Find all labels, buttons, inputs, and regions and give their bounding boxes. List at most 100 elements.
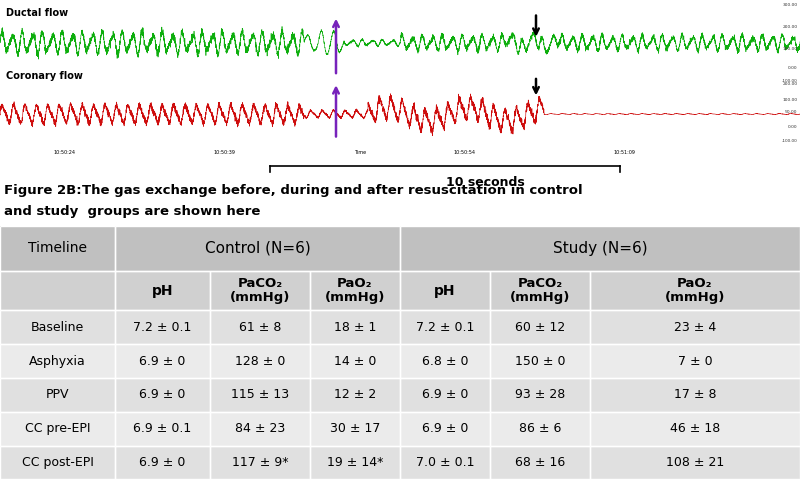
Text: 7 ± 0: 7 ± 0 bbox=[678, 355, 712, 368]
Bar bbox=[115, 445, 210, 480]
Bar bbox=[310, 310, 400, 344]
Text: CC post-EPI: CC post-EPI bbox=[22, 456, 94, 469]
Text: Baseline: Baseline bbox=[31, 321, 84, 334]
Bar bbox=[400, 412, 490, 445]
Text: 150 ± 0: 150 ± 0 bbox=[514, 355, 566, 368]
Bar bbox=[310, 412, 400, 445]
Bar bbox=[490, 445, 590, 480]
Bar bbox=[310, 445, 400, 480]
Text: Asphyxia: Asphyxia bbox=[29, 355, 86, 368]
Text: 200.00: 200.00 bbox=[782, 82, 798, 86]
Bar bbox=[400, 344, 490, 378]
Text: 128 ± 0: 128 ± 0 bbox=[235, 355, 285, 368]
Text: PaCO₂
(mmHg): PaCO₂ (mmHg) bbox=[510, 277, 570, 304]
Bar bbox=[590, 412, 800, 445]
Bar bbox=[490, 310, 590, 344]
Bar bbox=[590, 445, 800, 480]
Text: 30 ± 17: 30 ± 17 bbox=[330, 422, 380, 435]
Text: 10:50:39: 10:50:39 bbox=[213, 150, 235, 155]
Text: 61 ± 8: 61 ± 8 bbox=[239, 321, 281, 334]
Text: 86 ± 6: 86 ± 6 bbox=[519, 422, 561, 435]
Text: 6.9 ± 0: 6.9 ± 0 bbox=[139, 355, 186, 368]
Text: 100.00: 100.00 bbox=[782, 47, 798, 51]
Bar bbox=[115, 378, 210, 412]
Text: PaCO₂
(mmHg): PaCO₂ (mmHg) bbox=[230, 277, 290, 304]
Bar bbox=[490, 344, 590, 378]
Text: 115 ± 13: 115 ± 13 bbox=[231, 388, 289, 401]
Bar bbox=[210, 445, 310, 480]
Text: 7.2 ± 0.1: 7.2 ± 0.1 bbox=[416, 321, 474, 334]
Text: 7.2 ± 0.1: 7.2 ± 0.1 bbox=[134, 321, 192, 334]
Bar bbox=[210, 412, 310, 445]
Text: Time: Time bbox=[354, 150, 366, 155]
Bar bbox=[0, 344, 115, 378]
Bar bbox=[210, 344, 310, 378]
Bar bbox=[0, 226, 115, 271]
Bar bbox=[0, 271, 115, 310]
Text: 6.9 ± 0: 6.9 ± 0 bbox=[422, 422, 468, 435]
Bar bbox=[115, 226, 400, 271]
Text: pH: pH bbox=[434, 284, 456, 298]
Bar bbox=[115, 412, 210, 445]
Text: 68 ± 16: 68 ± 16 bbox=[515, 456, 565, 469]
Text: 60 ± 12: 60 ± 12 bbox=[515, 321, 565, 334]
Text: 10:51:09: 10:51:09 bbox=[613, 150, 635, 155]
Text: 93 ± 28: 93 ± 28 bbox=[515, 388, 565, 401]
Text: 23 ± 4: 23 ± 4 bbox=[674, 321, 716, 334]
Bar bbox=[590, 378, 800, 412]
Bar bbox=[0, 378, 115, 412]
Text: 46 ± 18: 46 ± 18 bbox=[670, 422, 720, 435]
Text: Ductal flow: Ductal flow bbox=[6, 8, 69, 18]
Bar bbox=[590, 310, 800, 344]
Text: CC pre-EPI: CC pre-EPI bbox=[25, 422, 90, 435]
Text: Coronary flow: Coronary flow bbox=[6, 71, 83, 81]
Text: Control (N=6): Control (N=6) bbox=[205, 241, 310, 256]
Text: 6.8 ± 0: 6.8 ± 0 bbox=[422, 355, 468, 368]
Bar bbox=[0, 310, 115, 344]
Bar bbox=[115, 271, 210, 310]
Text: 19 ± 14*: 19 ± 14* bbox=[327, 456, 383, 469]
Text: Study (N=6): Study (N=6) bbox=[553, 241, 647, 256]
Bar bbox=[400, 445, 490, 480]
Text: 108 ± 21: 108 ± 21 bbox=[666, 456, 724, 469]
Text: -100.00: -100.00 bbox=[782, 79, 798, 83]
Bar bbox=[400, 378, 490, 412]
Text: and study  groups are shown here: and study groups are shown here bbox=[4, 205, 260, 218]
Bar bbox=[400, 310, 490, 344]
Text: 7.0 ± 0.1: 7.0 ± 0.1 bbox=[416, 456, 474, 469]
Bar bbox=[400, 271, 490, 310]
Text: -100.00: -100.00 bbox=[782, 139, 798, 143]
Text: The gas exchange before, during and after resuscitation in control: The gas exchange before, during and afte… bbox=[82, 184, 582, 197]
Text: 300.00: 300.00 bbox=[782, 3, 798, 7]
Bar bbox=[310, 271, 400, 310]
Bar bbox=[210, 271, 310, 310]
Bar bbox=[590, 344, 800, 378]
Bar bbox=[490, 271, 590, 310]
Bar bbox=[400, 226, 800, 271]
Bar bbox=[115, 310, 210, 344]
Text: 10 seconds: 10 seconds bbox=[446, 176, 524, 189]
Text: 10:50:54: 10:50:54 bbox=[453, 150, 475, 155]
Text: 14 ± 0: 14 ± 0 bbox=[334, 355, 376, 368]
Bar bbox=[0, 412, 115, 445]
Bar bbox=[590, 271, 800, 310]
Text: PaO₂
(mmHg): PaO₂ (mmHg) bbox=[665, 277, 725, 304]
Text: 12 ± 2: 12 ± 2 bbox=[334, 388, 376, 401]
Text: 6.9 ± 0: 6.9 ± 0 bbox=[422, 388, 468, 401]
Bar bbox=[0, 445, 115, 480]
Text: 117 ± 9*: 117 ± 9* bbox=[232, 456, 288, 469]
Text: 18 ± 1: 18 ± 1 bbox=[334, 321, 376, 334]
Text: 6.9 ± 0: 6.9 ± 0 bbox=[139, 388, 186, 401]
Text: 200.00: 200.00 bbox=[782, 25, 798, 29]
Text: 50.00: 50.00 bbox=[785, 110, 798, 114]
Text: pH: pH bbox=[152, 284, 174, 298]
Text: 6.9 ± 0: 6.9 ± 0 bbox=[139, 456, 186, 469]
Text: 10:50:24: 10:50:24 bbox=[53, 150, 75, 155]
Text: 0.00: 0.00 bbox=[788, 125, 798, 129]
Text: 100.00: 100.00 bbox=[782, 98, 798, 102]
Text: Timeline: Timeline bbox=[28, 241, 87, 255]
Text: PaO₂
(mmHg): PaO₂ (mmHg) bbox=[325, 277, 385, 304]
Bar bbox=[115, 344, 210, 378]
Bar bbox=[210, 310, 310, 344]
Bar bbox=[310, 344, 400, 378]
